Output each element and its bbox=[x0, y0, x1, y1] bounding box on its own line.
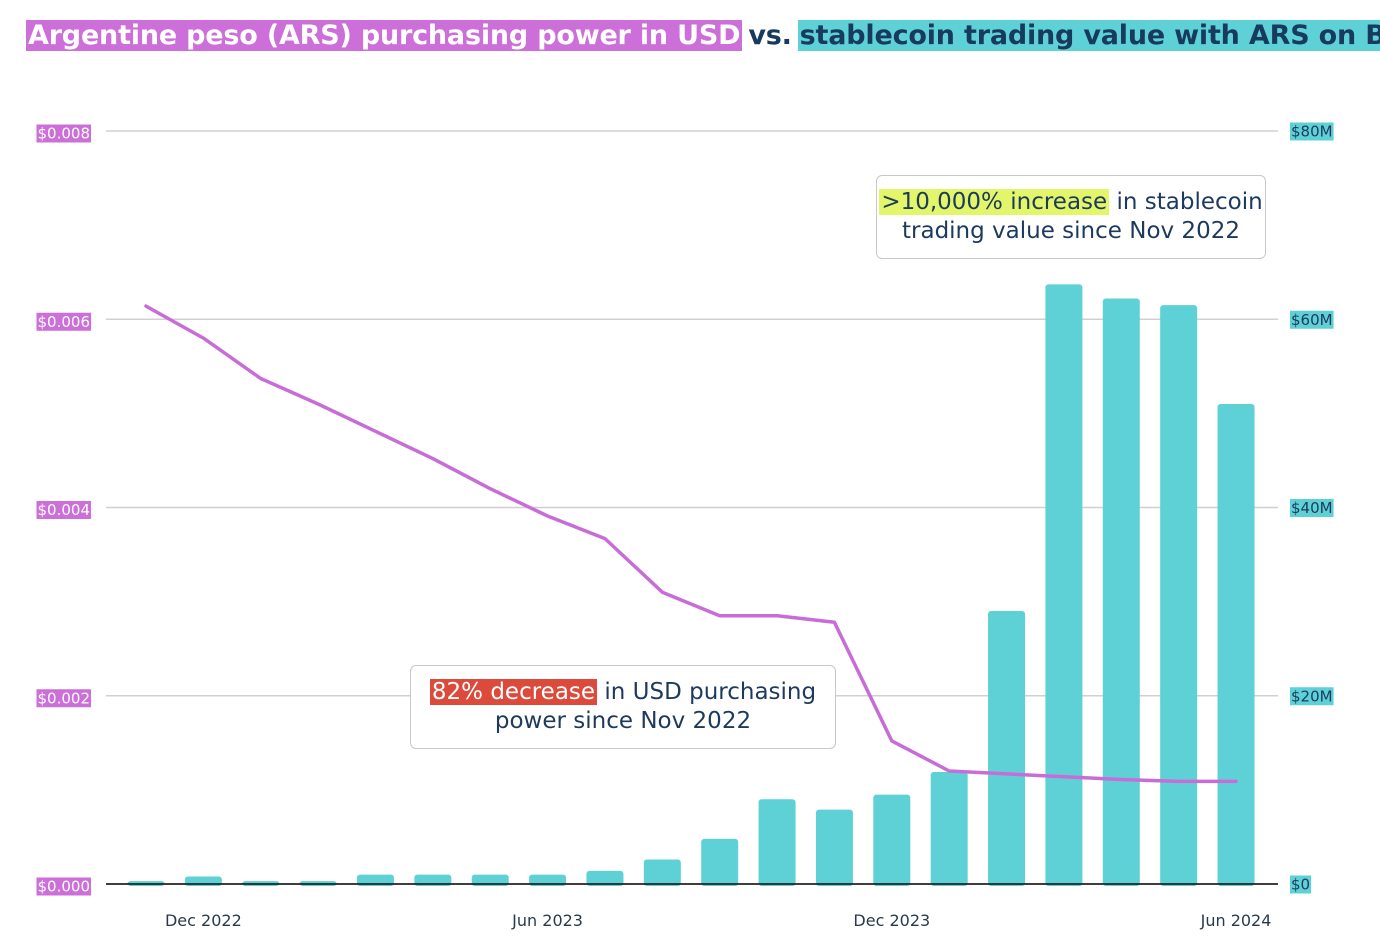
left-axis-tick-label-bg bbox=[36, 501, 91, 519]
left-axis-tick-label-bg bbox=[36, 124, 91, 143]
left-axis-tick-label-text: $0.008 bbox=[38, 125, 91, 143]
x-axis-tick-label: Jun 2024 bbox=[1200, 911, 1272, 930]
x-axis-tick-label: Dec 2022 bbox=[165, 911, 242, 930]
right-axis-tick-label: $60M bbox=[1290, 310, 1334, 329]
annotation-increase-text: in stablecoin trading value since Nov 20… bbox=[902, 189, 1263, 244]
bar bbox=[873, 794, 911, 886]
right-axis-tick-label: $20M bbox=[1290, 687, 1334, 706]
left-axis-tick-label: $0.006 bbox=[36, 312, 91, 331]
left-axis-tick-label-text: $0.004 bbox=[38, 501, 91, 519]
title-vs: vs. bbox=[748, 20, 792, 51]
bar bbox=[1045, 284, 1083, 887]
left-axis-tick-label: $0.004 bbox=[36, 501, 91, 519]
right-axis-tick-label-bg bbox=[1290, 499, 1334, 517]
right-axis-tick-label-bg bbox=[1290, 687, 1334, 706]
bar bbox=[988, 611, 1026, 886]
bar bbox=[643, 859, 681, 886]
right-axis-tick-label-text: $40M bbox=[1291, 499, 1333, 517]
right-axis-tick-label-text: $20M bbox=[1291, 687, 1333, 705]
bar bbox=[1160, 305, 1198, 887]
right-axis-tick-label-text: $80M bbox=[1291, 123, 1333, 141]
left-axis-tick-label: $0.002 bbox=[36, 689, 91, 708]
bar bbox=[701, 838, 739, 886]
left-axis-tick-label-bg bbox=[36, 312, 91, 331]
left-axis-tick-label-text: $0.002 bbox=[38, 689, 91, 707]
left-axis-tick-label-bg bbox=[36, 689, 91, 708]
bar bbox=[758, 799, 796, 886]
bar bbox=[1217, 403, 1255, 886]
x-axis-tick-label: Jun 2023 bbox=[511, 911, 583, 930]
title-ars-purchasing-power: Argentine peso (ARS) purchasing power in… bbox=[26, 20, 743, 51]
right-axis-tick-label: $80M bbox=[1290, 122, 1334, 141]
chart-title: Argentine peso (ARS) purchasing power in… bbox=[26, 20, 1380, 51]
right-axis-tick-label-text: $60M bbox=[1291, 311, 1333, 329]
bar bbox=[1102, 298, 1140, 887]
title-stablecoin-trading: stablecoin trading value with ARS on Bit… bbox=[797, 20, 1380, 51]
annotation-decrease-highlight: 82% decrease bbox=[429, 679, 598, 705]
right-axis-tick-label-bg bbox=[1290, 310, 1334, 329]
right-axis-tick-label: $0 bbox=[1290, 875, 1312, 894]
bar bbox=[586, 870, 624, 886]
left-axis-tick-label: $0.008 bbox=[36, 124, 91, 143]
annotation-decrease-text: in USD purchasing power since Nov 2022 bbox=[494, 679, 817, 734]
left-axis-tick-label-bg bbox=[36, 877, 91, 896]
bar bbox=[930, 771, 968, 886]
purchasing-power-line bbox=[144, 304, 1238, 784]
annotation-increase: >10,000% increase in stablecoin trading … bbox=[876, 175, 1266, 259]
x-axis-tick-label: Dec 2023 bbox=[853, 911, 930, 930]
left-axis-tick-label: $0.000 bbox=[36, 877, 91, 896]
annotation-decrease: 82% decrease in USD purchasing power sin… bbox=[410, 665, 836, 749]
right-axis-tick-label-bg bbox=[1290, 875, 1312, 894]
annotation-increase-highlight: >10,000% increase bbox=[879, 189, 1110, 215]
right-axis-tick-label-text: $0 bbox=[1291, 876, 1310, 894]
right-axis-tick-label-bg bbox=[1290, 122, 1334, 141]
left-axis-tick-label-text: $0.000 bbox=[38, 878, 91, 896]
left-axis-tick-label-text: $0.006 bbox=[38, 313, 91, 331]
right-axis-tick-label: $40M bbox=[1290, 499, 1334, 517]
bar bbox=[815, 809, 853, 886]
